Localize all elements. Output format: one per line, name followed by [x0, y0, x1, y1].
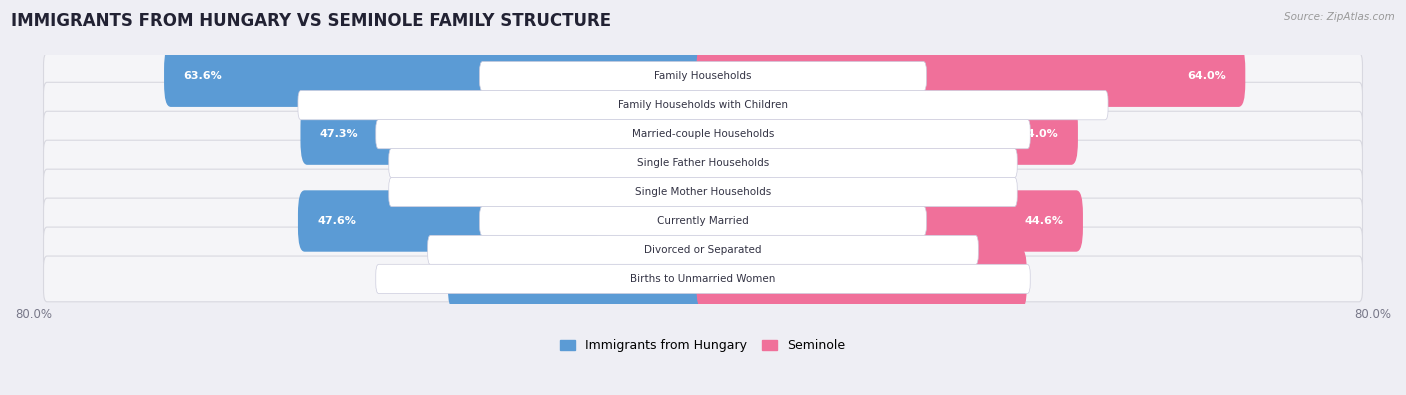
FancyBboxPatch shape: [301, 103, 710, 165]
FancyBboxPatch shape: [648, 161, 710, 223]
FancyBboxPatch shape: [479, 206, 927, 236]
Text: 2.6%: 2.6%: [733, 158, 762, 168]
FancyBboxPatch shape: [479, 62, 927, 91]
FancyBboxPatch shape: [472, 75, 710, 136]
Text: 47.3%: 47.3%: [319, 129, 359, 139]
Text: 14.3%: 14.3%: [831, 245, 866, 255]
FancyBboxPatch shape: [388, 177, 1018, 207]
Text: 44.0%: 44.0%: [1019, 129, 1059, 139]
Text: 63.6%: 63.6%: [183, 71, 222, 81]
Legend: Immigrants from Hungary, Seminole: Immigrants from Hungary, Seminole: [561, 339, 845, 352]
FancyBboxPatch shape: [375, 120, 1031, 149]
Text: Married-couple Households: Married-couple Households: [631, 129, 775, 139]
FancyBboxPatch shape: [44, 82, 1362, 128]
FancyBboxPatch shape: [44, 111, 1362, 157]
Text: 5.7%: 5.7%: [619, 187, 647, 197]
FancyBboxPatch shape: [696, 219, 830, 281]
Text: Divorced or Separated: Divorced or Separated: [644, 245, 762, 255]
Text: 26.7%: 26.7%: [492, 100, 531, 110]
FancyBboxPatch shape: [427, 235, 979, 265]
FancyBboxPatch shape: [298, 190, 710, 252]
Text: 47.6%: 47.6%: [318, 216, 356, 226]
FancyBboxPatch shape: [696, 75, 939, 136]
Text: Source: ZipAtlas.com: Source: ZipAtlas.com: [1284, 12, 1395, 22]
FancyBboxPatch shape: [44, 53, 1362, 99]
Text: 2.1%: 2.1%: [648, 158, 678, 168]
Text: 44.6%: 44.6%: [1025, 216, 1064, 226]
Text: 27.5%: 27.5%: [882, 100, 921, 110]
Text: Family Households: Family Households: [654, 71, 752, 81]
Text: 64.0%: 64.0%: [1187, 71, 1226, 81]
Text: 37.9%: 37.9%: [969, 274, 1008, 284]
Text: Currently Married: Currently Married: [657, 216, 749, 226]
FancyBboxPatch shape: [388, 149, 1018, 178]
FancyBboxPatch shape: [696, 45, 1246, 107]
Text: Single Father Households: Single Father Households: [637, 158, 769, 168]
FancyBboxPatch shape: [298, 90, 1108, 120]
FancyBboxPatch shape: [44, 169, 1362, 215]
FancyBboxPatch shape: [696, 248, 1026, 310]
Text: 11.9%: 11.9%: [560, 245, 595, 255]
Text: 7.4%: 7.4%: [773, 187, 801, 197]
FancyBboxPatch shape: [44, 256, 1362, 302]
Text: Family Households with Children: Family Households with Children: [619, 100, 787, 110]
FancyBboxPatch shape: [696, 161, 772, 223]
Text: IMMIGRANTS FROM HUNGARY VS SEMINOLE FAMILY STRUCTURE: IMMIGRANTS FROM HUNGARY VS SEMINOLE FAMI…: [11, 12, 612, 30]
FancyBboxPatch shape: [696, 190, 1083, 252]
Text: 29.7%: 29.7%: [467, 274, 506, 284]
FancyBboxPatch shape: [696, 103, 1078, 165]
FancyBboxPatch shape: [696, 132, 731, 194]
Text: Births to Unmarried Women: Births to Unmarried Women: [630, 274, 776, 284]
FancyBboxPatch shape: [44, 140, 1362, 186]
FancyBboxPatch shape: [44, 198, 1362, 244]
FancyBboxPatch shape: [596, 219, 710, 281]
FancyBboxPatch shape: [165, 45, 710, 107]
FancyBboxPatch shape: [44, 227, 1362, 273]
FancyBboxPatch shape: [447, 248, 710, 310]
Text: Single Mother Households: Single Mother Households: [636, 187, 770, 197]
FancyBboxPatch shape: [679, 132, 710, 194]
FancyBboxPatch shape: [375, 264, 1031, 293]
